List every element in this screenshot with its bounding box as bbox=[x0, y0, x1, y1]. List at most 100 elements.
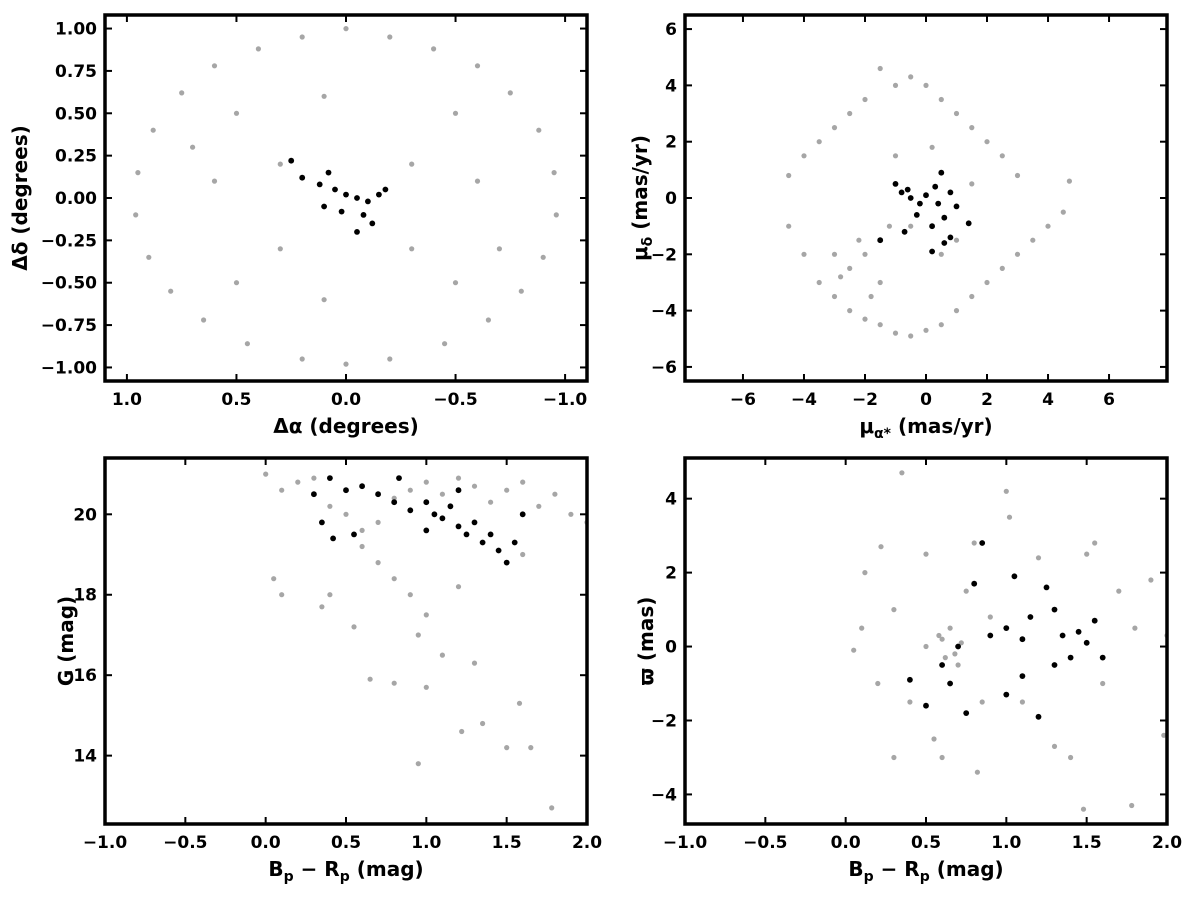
field-star-point bbox=[488, 499, 494, 505]
field-star-point bbox=[939, 636, 945, 642]
field-star-point bbox=[801, 251, 807, 257]
field-star-point bbox=[387, 34, 393, 40]
x-axis-label: Δα (degrees) bbox=[273, 414, 419, 438]
field-star-point bbox=[553, 212, 559, 218]
field-star-point bbox=[856, 237, 862, 243]
field-star-point bbox=[343, 361, 349, 367]
member-star-point bbox=[898, 189, 905, 196]
field-star-point bbox=[423, 684, 429, 690]
member-star-point bbox=[360, 212, 367, 218]
y-tick-label: −4 bbox=[651, 785, 677, 805]
x-tick-label: −4 bbox=[791, 390, 817, 410]
field-star-point bbox=[299, 356, 305, 362]
x-tick-label: −1.0 bbox=[663, 833, 708, 853]
field-star-point bbox=[831, 293, 838, 300]
x-tick-label: 0 bbox=[920, 390, 932, 410]
field-star-point bbox=[931, 736, 937, 742]
y-tick-label: 0.50 bbox=[55, 104, 97, 124]
field-star-point bbox=[1161, 732, 1167, 738]
field-star-point bbox=[1100, 680, 1106, 687]
member-star-point bbox=[987, 632, 994, 639]
y-tick-label: 0.00 bbox=[55, 189, 97, 209]
field-star-point bbox=[133, 212, 139, 218]
field-star-point bbox=[439, 491, 445, 497]
member-star-point bbox=[327, 475, 333, 481]
member-star-point bbox=[407, 507, 414, 514]
member-star-point bbox=[351, 531, 357, 538]
field-star-point bbox=[908, 223, 914, 229]
field-star-point bbox=[891, 607, 897, 613]
field-star-point bbox=[391, 680, 397, 686]
field-star-point bbox=[875, 680, 881, 687]
x-tick-label: −1.0 bbox=[543, 390, 588, 410]
member-star-point bbox=[455, 523, 462, 530]
field-star-point bbox=[862, 96, 868, 103]
points-panel-4 bbox=[851, 470, 1167, 812]
field-star-point bbox=[279, 487, 285, 493]
field-star-point bbox=[459, 728, 465, 735]
member-star-point bbox=[369, 220, 376, 227]
member-star-point bbox=[1083, 639, 1090, 646]
field-star-point bbox=[279, 592, 285, 598]
y-tick-label: 4 bbox=[665, 76, 677, 96]
x-tick-label: −0.5 bbox=[433, 390, 477, 410]
field-star-point bbox=[442, 341, 448, 347]
field-star-point bbox=[908, 74, 914, 80]
member-star-point bbox=[396, 475, 402, 481]
member-star-point bbox=[463, 531, 470, 538]
x-tick-label: 0.5 bbox=[221, 390, 251, 410]
panel-3: −1.0 −0.5 0.0 0.5 1.0 1.5 2.0 14 16 18 20 Bp − Rp (… bbox=[54, 456, 602, 885]
field-star-point bbox=[877, 65, 883, 72]
field-star-point bbox=[1068, 754, 1074, 761]
x-tick-label: 1.0 bbox=[411, 833, 441, 853]
member-star-point bbox=[963, 710, 970, 716]
field-star-point bbox=[471, 483, 478, 489]
panel-4: −1.0 −0.5 0.0 0.5 1.0 1.5 2.0 −4 −2 0 2 4 Bp − Rp (m… bbox=[634, 456, 1182, 885]
field-star-point bbox=[351, 624, 357, 630]
x-tick-label: 1.0 bbox=[112, 390, 142, 410]
y-axis-label: ϖ (mas) bbox=[634, 597, 658, 686]
member-star-point bbox=[1075, 628, 1082, 635]
field-star-point bbox=[868, 293, 874, 300]
x-axis-label: μα* (mas/yr) bbox=[859, 414, 992, 442]
field-star-point bbox=[359, 527, 365, 534]
member-star-point bbox=[376, 191, 382, 198]
field-star-point bbox=[859, 625, 865, 631]
member-star-point bbox=[1027, 614, 1034, 620]
field-star-point bbox=[1035, 555, 1042, 561]
field-star-point bbox=[907, 699, 913, 705]
field-star-point bbox=[552, 491, 558, 497]
field-star-point bbox=[431, 46, 437, 52]
x-tick-label: 0.0 bbox=[831, 833, 861, 853]
field-star-point bbox=[984, 139, 990, 145]
y-tick-label: −0.75 bbox=[41, 316, 97, 336]
x-tick-label: 2 bbox=[981, 390, 993, 410]
field-star-point bbox=[387, 356, 393, 362]
field-star-point bbox=[938, 96, 944, 103]
field-star-point bbox=[520, 551, 526, 558]
field-star-point bbox=[271, 576, 277, 582]
y-tick-label: 2 bbox=[665, 133, 677, 153]
y-axis-label: Δδ (degrees) bbox=[8, 125, 32, 271]
field-star-point bbox=[452, 110, 459, 116]
field-star-point bbox=[233, 280, 240, 286]
field-star-point bbox=[1014, 251, 1021, 257]
field-star-point bbox=[1092, 540, 1098, 546]
field-star-point bbox=[367, 676, 373, 682]
field-star-point bbox=[536, 503, 542, 509]
member-star-point bbox=[1035, 713, 1042, 720]
field-star-point bbox=[518, 288, 524, 294]
x-tick-label: −0.5 bbox=[743, 833, 787, 853]
x-tick-label: 0.0 bbox=[251, 833, 281, 853]
field-star-point bbox=[295, 479, 301, 485]
x-tick-label: 1.5 bbox=[492, 833, 522, 853]
field-star-point bbox=[953, 308, 960, 314]
member-star-point bbox=[354, 229, 360, 235]
field-star-point bbox=[958, 640, 964, 646]
y-tick-label: −0.25 bbox=[41, 231, 97, 251]
field-star-point bbox=[816, 139, 822, 145]
field-star-point bbox=[979, 699, 985, 705]
member-star-point bbox=[907, 676, 913, 683]
member-star-point bbox=[929, 248, 935, 255]
member-star-point bbox=[447, 503, 454, 510]
